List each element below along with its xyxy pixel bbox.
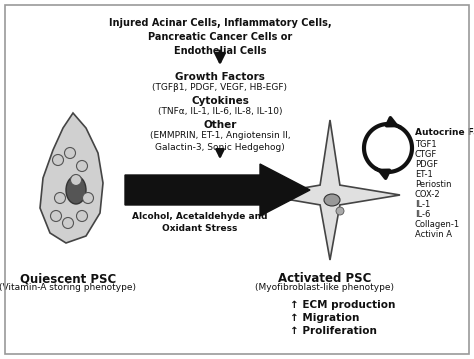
Text: CTGF: CTGF bbox=[415, 150, 437, 159]
Circle shape bbox=[53, 154, 64, 165]
Circle shape bbox=[55, 192, 65, 204]
Text: IL-1: IL-1 bbox=[415, 200, 430, 209]
Circle shape bbox=[71, 174, 82, 186]
Text: Growth Factors: Growth Factors bbox=[175, 72, 265, 82]
Circle shape bbox=[82, 192, 93, 204]
Text: ↑ Migration: ↑ Migration bbox=[290, 313, 359, 323]
Polygon shape bbox=[262, 120, 400, 260]
Text: (EMMPRIN, ET-1, Angiotensin II,
Galactin-3, Sonic Hedgehog): (EMMPRIN, ET-1, Angiotensin II, Galactin… bbox=[150, 131, 290, 152]
Text: IL-6: IL-6 bbox=[415, 210, 430, 219]
Text: Cytokines: Cytokines bbox=[191, 96, 249, 106]
Text: Alcohol, Acetaldehyde and
Oxidant Stress: Alcohol, Acetaldehyde and Oxidant Stress bbox=[132, 212, 268, 233]
Text: Injured Acinar Cells, Inflammatory Cells,
Pancreatic Cancer Cells or
Endothelial: Injured Acinar Cells, Inflammatory Cells… bbox=[109, 18, 331, 56]
Text: Activated PSC: Activated PSC bbox=[278, 272, 372, 285]
Circle shape bbox=[76, 210, 88, 222]
Text: Autocrine Factors: Autocrine Factors bbox=[415, 128, 474, 137]
Text: Collagen-1: Collagen-1 bbox=[415, 220, 460, 229]
Circle shape bbox=[64, 148, 75, 159]
Polygon shape bbox=[40, 113, 103, 243]
Circle shape bbox=[336, 207, 344, 215]
Text: (Vitamin-A storing phenotype): (Vitamin-A storing phenotype) bbox=[0, 283, 137, 292]
Text: Quiescent PSC: Quiescent PSC bbox=[20, 272, 116, 285]
Text: (TGFβ1, PDGF, VEGF, HB-EGF): (TGFβ1, PDGF, VEGF, HB-EGF) bbox=[153, 83, 288, 92]
FancyArrow shape bbox=[125, 164, 310, 216]
Text: (TNFα, IL-1, IL-6, IL-8, IL-10): (TNFα, IL-1, IL-6, IL-8, IL-10) bbox=[158, 107, 282, 116]
Text: PDGF: PDGF bbox=[415, 160, 438, 169]
Text: TGF1: TGF1 bbox=[415, 140, 437, 149]
Text: ET-1: ET-1 bbox=[415, 170, 433, 179]
Ellipse shape bbox=[66, 176, 86, 204]
Ellipse shape bbox=[324, 194, 340, 206]
Text: ↑ Proliferation: ↑ Proliferation bbox=[290, 326, 377, 336]
Text: Other: Other bbox=[203, 120, 237, 130]
Text: (Myofibroblast-like phenotype): (Myofibroblast-like phenotype) bbox=[255, 283, 394, 292]
Text: ↑ ECM production: ↑ ECM production bbox=[290, 300, 395, 310]
Circle shape bbox=[51, 210, 62, 222]
Text: COX-2: COX-2 bbox=[415, 190, 441, 199]
Text: Periostin: Periostin bbox=[415, 180, 452, 189]
Circle shape bbox=[63, 218, 73, 228]
Circle shape bbox=[76, 160, 88, 172]
Text: Activin A: Activin A bbox=[415, 230, 452, 239]
